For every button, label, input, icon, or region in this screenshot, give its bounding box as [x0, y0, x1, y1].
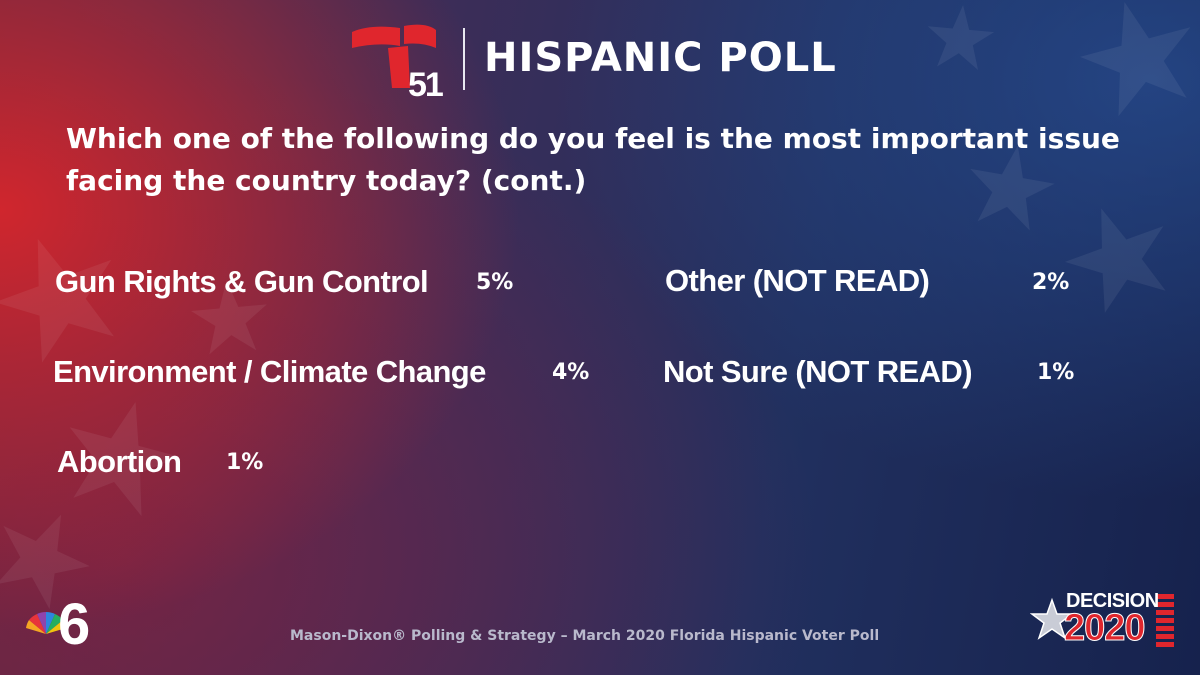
source-footnote: Mason-Dixon® Polling & Strategy – March …: [290, 628, 880, 644]
result-label: Other (NOT READ): [665, 263, 930, 298]
result-value: 1%: [1037, 360, 1075, 385]
result-abortion-value: 1%: [226, 452, 263, 474]
station-number: 51: [408, 66, 444, 104]
result-label: Abortion: [57, 444, 182, 479]
result-not-sure: Not Sure (NOT READ): [663, 354, 973, 389]
result-value: 1%: [226, 450, 264, 475]
decision-2020-logo: DECISION 2020: [1030, 590, 1178, 654]
decision-flag-star-icon: [1030, 594, 1174, 647]
result-label: Not Sure (NOT READ): [663, 354, 973, 389]
result-value: 2%: [1032, 270, 1070, 295]
result-not-sure-value: 1%: [1037, 362, 1074, 384]
result-environment: Environment / Climate Change: [53, 356, 486, 387]
result-environment-value: 4%: [552, 362, 589, 384]
nbc-channel-number: 6: [58, 592, 90, 648]
result-abortion: Abortion: [57, 444, 182, 479]
result-gun-rights-value: 5%: [476, 272, 513, 294]
page-title: HISPANIC POLL: [484, 35, 837, 81]
result-gun-rights: Gun Rights & Gun Control: [55, 264, 429, 299]
nbc6-peacock-logo-icon: 6: [26, 592, 90, 648]
header-divider: [463, 28, 465, 90]
poll-question: Which one of the following do you feel i…: [66, 122, 1120, 197]
result-value: 5%: [476, 270, 514, 295]
poll-header: 51 HISPANIC POLL: [350, 22, 870, 102]
result-value: 4%: [552, 360, 590, 385]
result-label: Environment / Climate Change: [53, 354, 486, 389]
result-other: Other (NOT READ): [665, 263, 930, 298]
decision-word: DECISION: [1066, 590, 1159, 612]
telemundo-t-logo-icon: [352, 24, 436, 88]
result-label: Gun Rights & Gun Control: [55, 264, 429, 299]
decision-year: 2020: [1064, 607, 1147, 649]
result-other-value: 2%: [1032, 272, 1069, 294]
